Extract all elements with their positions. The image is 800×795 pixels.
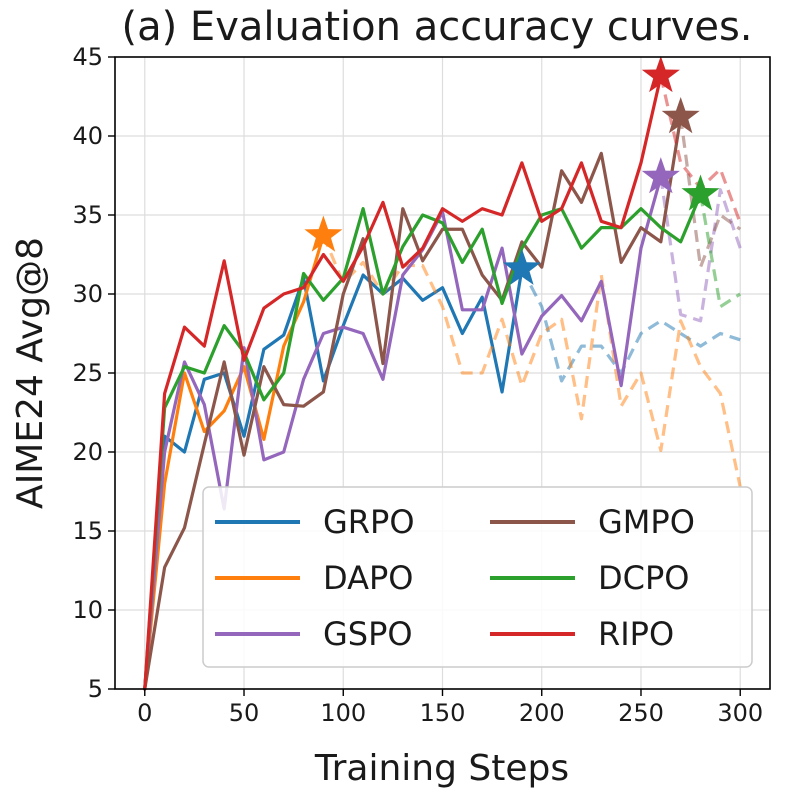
series-lines [143, 74, 742, 691]
gspo-dashed-line [659, 176, 742, 323]
y-tick-label: 25 [72, 359, 103, 387]
legend-label-gmpo: GMPO [598, 503, 695, 541]
legend-label-grpo: GRPO [323, 503, 415, 541]
legend-box [202, 486, 753, 668]
legend-label-gspo: GSPO [323, 615, 413, 653]
dapo-best-star [304, 215, 343, 252]
gspo-best-star [641, 157, 680, 194]
grpo-dashed-line [520, 267, 741, 383]
chart-title: (a) Evaluation accuracy curves. [121, 4, 752, 50]
dcpo-line [143, 192, 703, 691]
y-tick-label: 10 [72, 596, 103, 624]
y-tick-label: 5 [88, 675, 103, 703]
grpo-line [143, 267, 524, 691]
y-tick-label: 40 [72, 122, 103, 150]
gmpo-best-star [661, 97, 700, 134]
axis-ticks: 0 50 100 150 200 250 300 5 10 15 20 25 30 35 40 45 [72, 43, 763, 727]
x-tick-label: 300 [717, 699, 763, 727]
gspo-line [143, 175, 663, 691]
legend: GRPO DAPO GSPO GMPO DCPO RIPO [202, 486, 753, 668]
x-axis-title: Training Steps [314, 748, 569, 789]
gmpo-dashed-line [679, 116, 742, 269]
ripo-line [143, 74, 663, 691]
y-tick-label: 15 [72, 517, 103, 545]
x-tick-label: 0 [137, 699, 152, 727]
grpo-best-star [502, 248, 541, 285]
dcpo-best-star [681, 174, 720, 211]
legend-label-dapo: DAPO [323, 559, 413, 597]
x-tick-label: 100 [320, 699, 366, 727]
x-tick-label: 50 [229, 699, 260, 727]
x-tick-label: 150 [420, 699, 466, 727]
y-tick-label: 20 [72, 438, 103, 466]
x-tick-label: 200 [519, 699, 565, 727]
y-tick-label: 35 [72, 201, 103, 229]
legend-label-dcpo: DCPO [598, 559, 689, 597]
gmpo-line [143, 115, 683, 691]
y-axis-title: AIME24 Avg@8 [10, 237, 51, 509]
best-markers [304, 56, 720, 285]
ripo-best-star [641, 56, 680, 93]
y-tick-label: 45 [72, 43, 103, 71]
y-tick-label: 30 [72, 280, 103, 308]
x-tick-label: 250 [618, 699, 664, 727]
legend-label-ripo: RIPO [598, 615, 674, 653]
